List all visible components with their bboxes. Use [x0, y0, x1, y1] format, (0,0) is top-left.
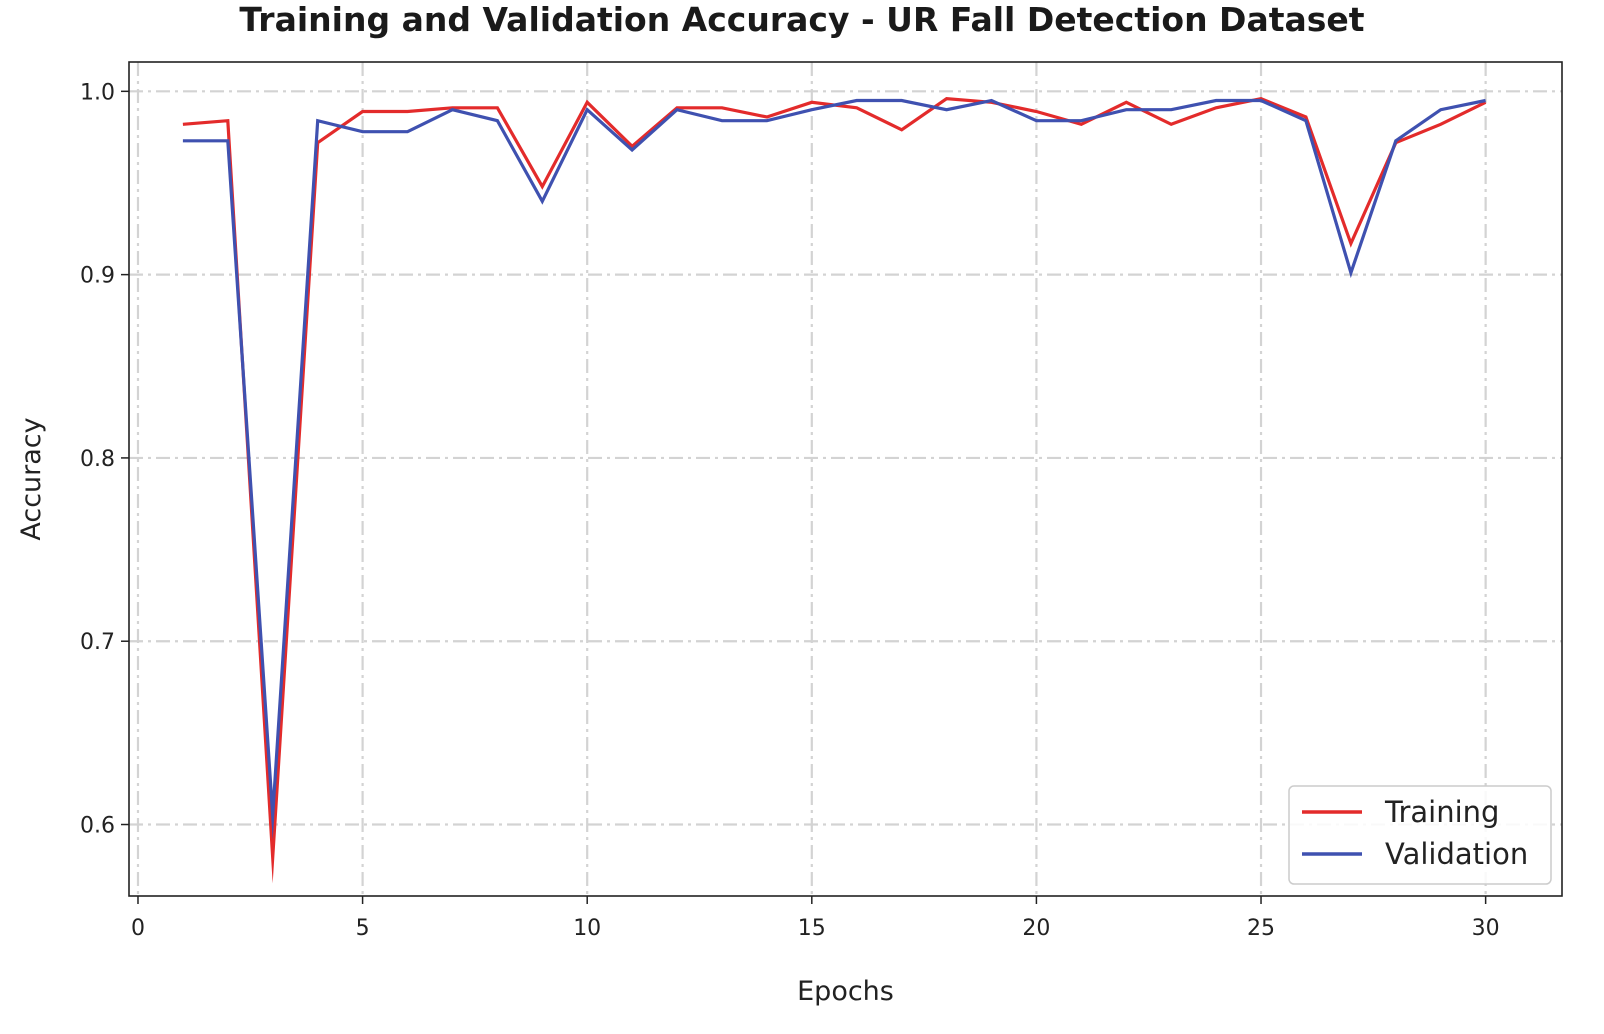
chart-title: Training and Validation Accuracy - UR Fa… [239, 0, 1365, 39]
x-tick-label: 15 [798, 916, 826, 941]
series-line-training [182, 97, 1487, 884]
legend-label-validation: Validation [1385, 837, 1528, 871]
x-tick-label: 25 [1247, 916, 1275, 941]
legend-label-training: Training [1384, 795, 1499, 829]
series-lines [182, 97, 1487, 884]
y-tick-label: 0.8 [80, 447, 115, 472]
y-tick-label: 0.7 [80, 630, 115, 655]
y-tick-label: 0.6 [80, 814, 115, 839]
y-axis-label: Accuracy [16, 417, 47, 540]
x-axis-label: Epochs [797, 976, 894, 1007]
series-line-validation [182, 98, 1486, 840]
y-tick-label: 0.9 [80, 264, 115, 289]
y-tick-label: 1.0 [80, 80, 115, 105]
axis-ticks: 0 5 10 15 20 25 30 0.6 0.7 0.8 0.9 1.0 [80, 80, 1500, 941]
x-tick-label: 5 [356, 916, 370, 941]
x-tick-label: 0 [131, 916, 145, 941]
legend: Training Validation [1288, 785, 1552, 885]
x-tick-label: 30 [1472, 916, 1500, 941]
x-tick-label: 10 [573, 916, 601, 941]
x-tick-label: 20 [1022, 916, 1050, 941]
plot-area [128, 61, 1563, 897]
grid [129, 62, 1562, 896]
